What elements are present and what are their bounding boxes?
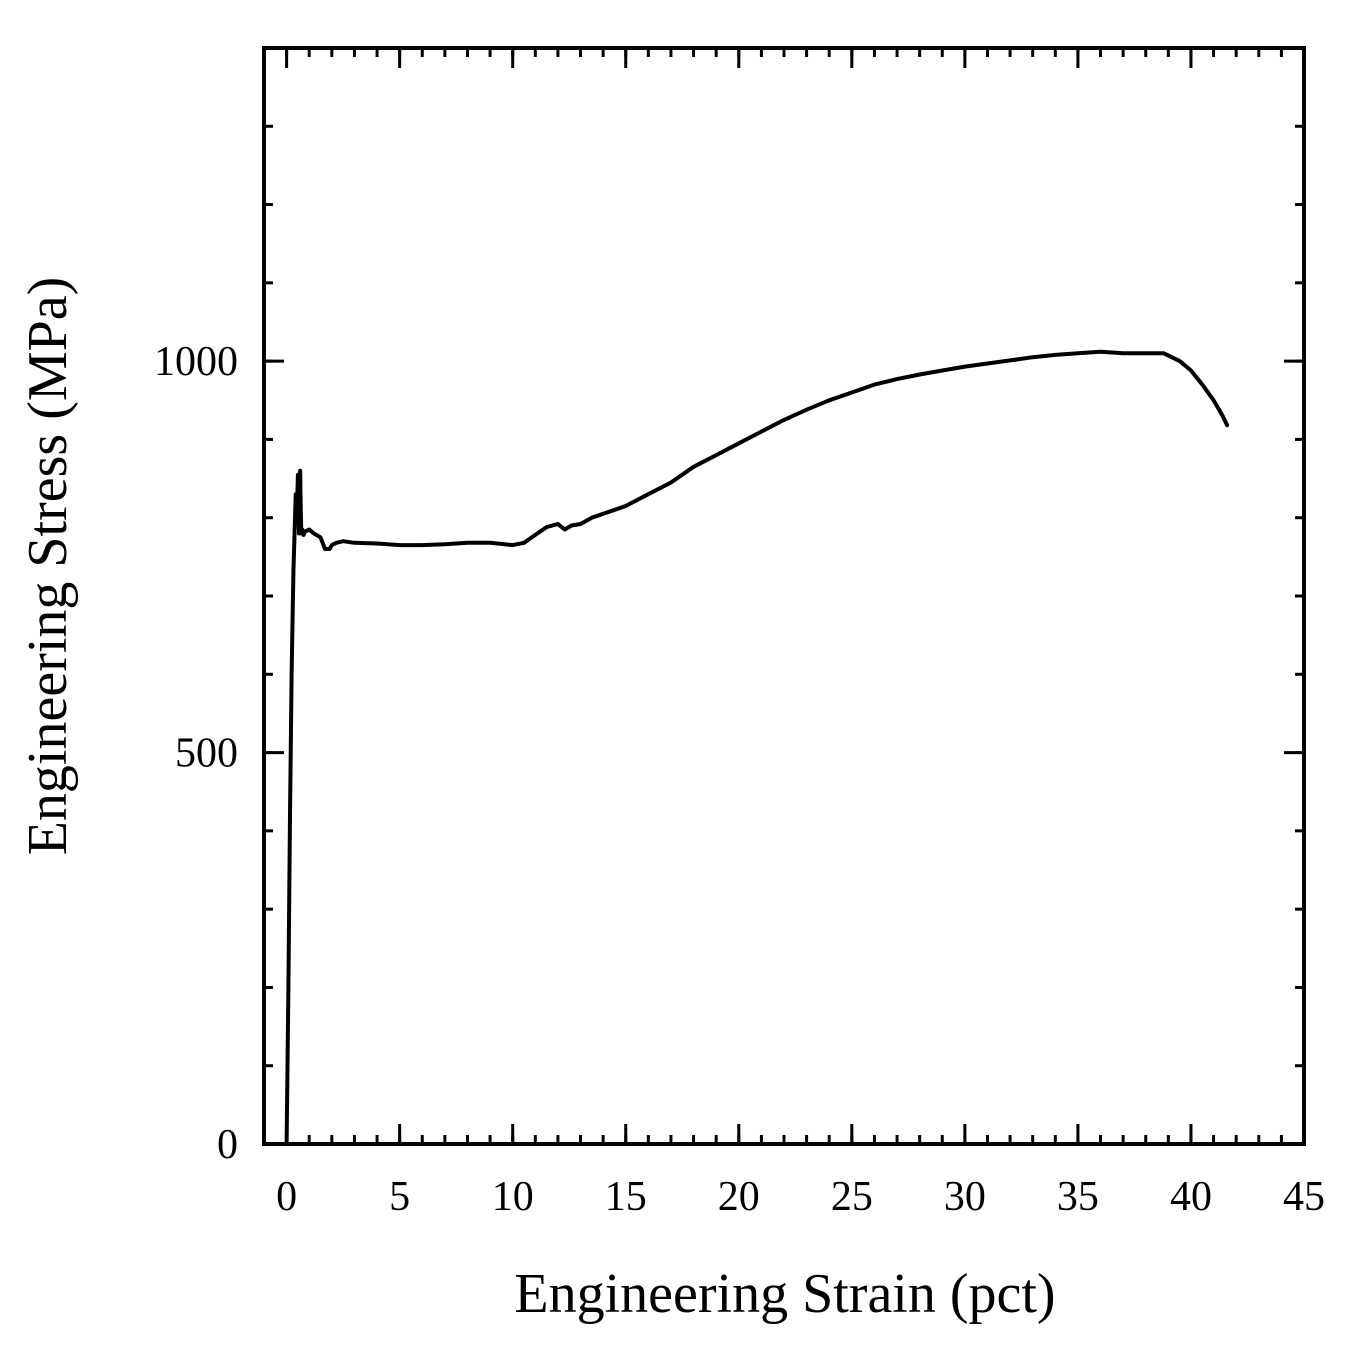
y-tick-labels: 0 500 1000 (154, 339, 238, 1168)
y-tick-label: 1000 (154, 339, 238, 385)
x-axis-title: Engineering Strain (pct) (514, 1263, 1055, 1325)
stress-strain-curve (284, 349, 1230, 1146)
x-tick-label: 20 (718, 1174, 760, 1220)
x-tick-label: 35 (1057, 1174, 1099, 1220)
y-tick-label: 0 (217, 1122, 238, 1168)
x-tick-label: 5 (389, 1174, 410, 1220)
x-tick-label: 15 (605, 1174, 647, 1220)
x-tick-label: 45 (1283, 1174, 1325, 1220)
y-axis-title: Engineering Stress (MPa) (17, 277, 79, 856)
y-tick-label: 500 (175, 731, 238, 777)
x-tick-label: 30 (944, 1174, 986, 1220)
plot-frame (262, 46, 1306, 1146)
x-tick-labels: 0 5 10 15 20 25 30 35 40 45 (276, 1174, 1325, 1220)
x-tick-label: 25 (831, 1174, 873, 1220)
x-tick-label: 40 (1170, 1174, 1212, 1220)
x-tick-label: 10 (492, 1174, 534, 1220)
x-tick-label: 0 (276, 1174, 297, 1220)
